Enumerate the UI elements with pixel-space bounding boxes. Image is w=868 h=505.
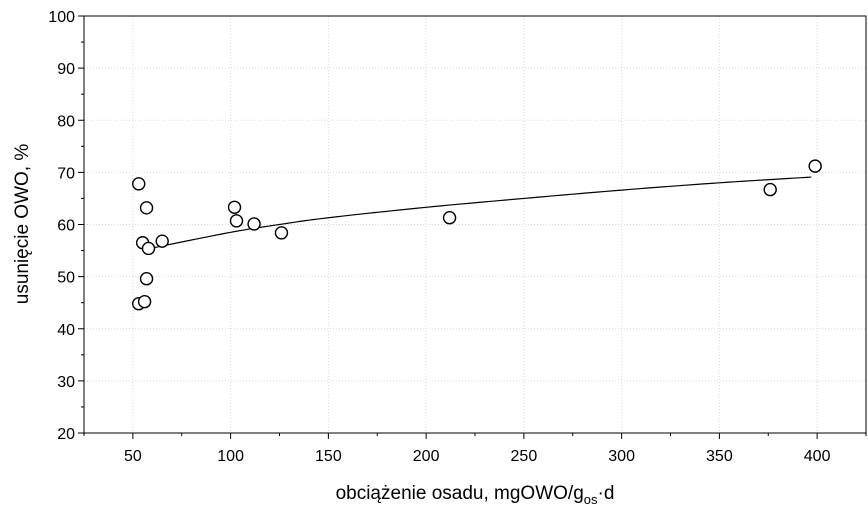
grid-lines	[84, 16, 866, 433]
y-tick-label: 60	[57, 218, 75, 235]
data-point	[139, 272, 154, 286]
axis-ticks: 50 100 150 200 250 300 350 400 20 30 40 50 60 70 80 90 1…	[48, 9, 867, 465]
x-tick-label: 400	[804, 448, 831, 465]
data-point	[763, 182, 777, 197]
x-axis-title: obciążenie osadu, mgOWO/gos·d	[336, 483, 615, 505]
data-point	[137, 294, 152, 309]
data-point	[442, 211, 457, 225]
data-point	[229, 214, 244, 228]
data-point	[808, 159, 822, 173]
y-tick-label: 70	[57, 165, 75, 182]
x-tick-label: 250	[511, 448, 538, 465]
y-tick-label: 50	[57, 270, 75, 287]
data-points	[132, 159, 822, 311]
data-point	[139, 201, 154, 215]
y-tick-label: 20	[57, 426, 75, 443]
x-tick-label: 100	[217, 448, 244, 465]
x-tick-label: 200	[413, 448, 440, 465]
data-point	[155, 234, 169, 248]
y-tick-label: 30	[57, 374, 75, 391]
trendline	[152, 176, 812, 249]
data-point	[141, 241, 156, 256]
x-tick-label: 350	[706, 448, 733, 465]
x-tick-label: 150	[315, 448, 342, 465]
trendline-path	[152, 176, 812, 249]
data-point	[227, 200, 242, 214]
x-tick-label: 300	[608, 448, 635, 465]
y-axis-title: usunięcie OWO, %	[12, 144, 33, 305]
x-axis-title-tail: ·d	[598, 483, 615, 504]
data-point	[274, 226, 289, 240]
data-point	[132, 177, 146, 191]
x-tick-label: 50	[124, 448, 142, 465]
y-tick-label: 80	[57, 113, 75, 130]
x-axis-title-subscript: os	[584, 492, 598, 505]
y-tick-label: 90	[57, 61, 75, 78]
x-axis-title-main: obciążenie osadu, mgOWO/g	[336, 483, 584, 504]
data-point	[247, 217, 261, 231]
y-tick-label: 100	[48, 9, 75, 26]
y-tick-label: 40	[57, 322, 75, 339]
